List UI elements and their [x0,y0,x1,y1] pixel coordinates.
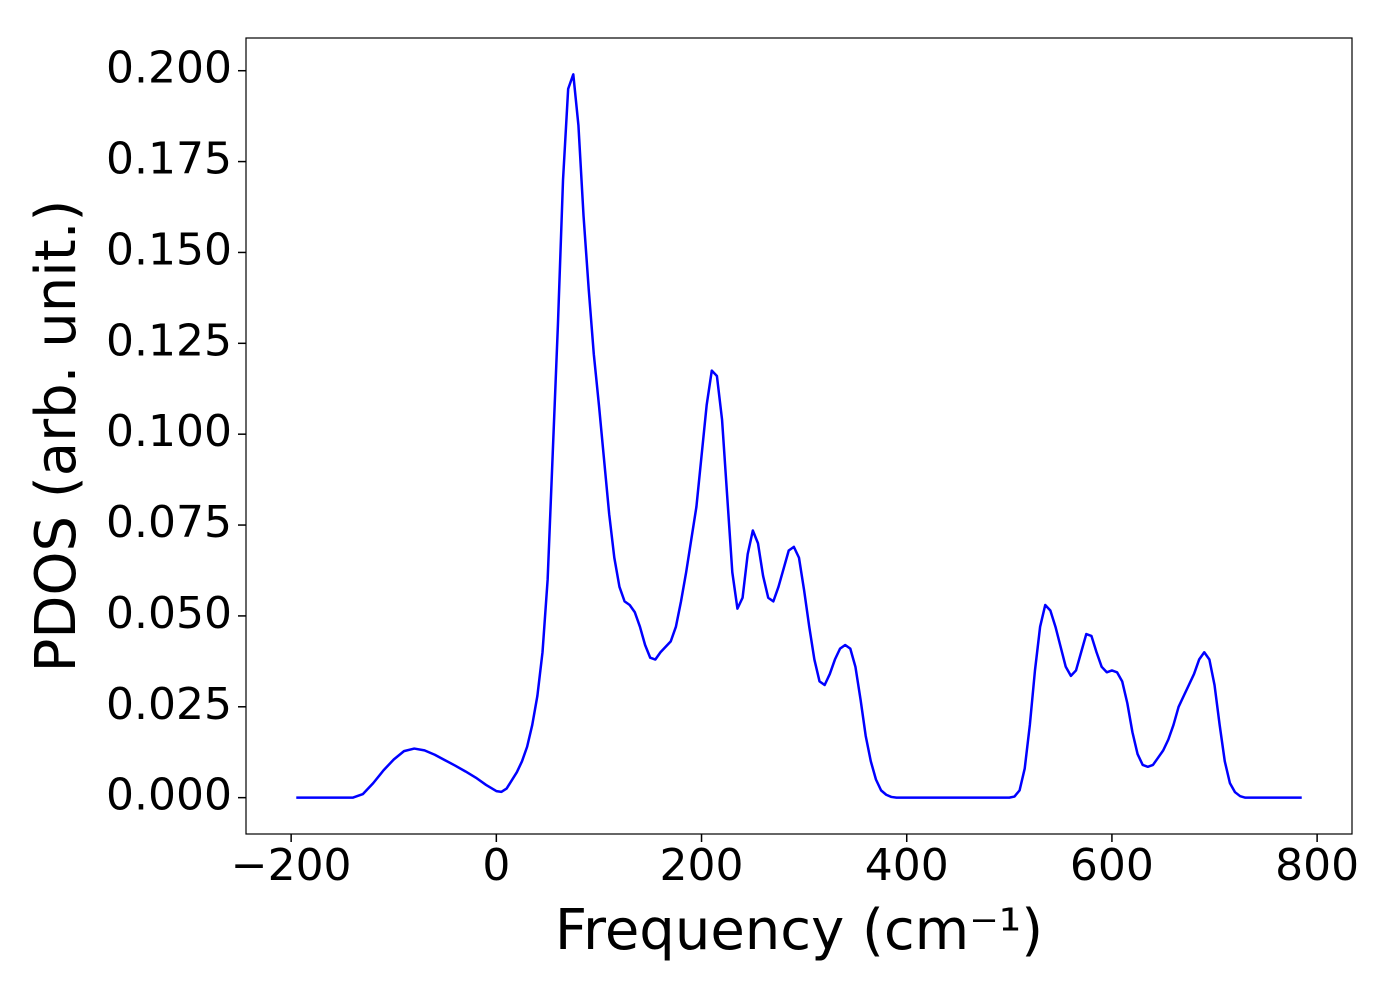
x-tick-label: 600 [1070,840,1154,891]
y-tick-label: 0.050 [106,588,232,639]
x-tick-label: −200 [231,840,352,891]
y-tick-label: 0.025 [106,679,232,730]
y-tick-label: 0.150 [106,224,232,275]
y-tick-label: 0.075 [106,497,232,548]
x-tick-label: 800 [1275,840,1359,891]
data-line [296,73,1302,799]
y-axis-label: PDOS (arb. unit.) [24,200,89,673]
x-tick-label: 200 [660,840,744,891]
y-tick-label: 0.125 [106,315,232,366]
x-axis-label: Frequency (cm⁻¹) [555,898,1043,963]
y-tick-label: 0.175 [106,134,232,185]
x-tick-label: 0 [482,840,510,891]
y-tick-label: 0.000 [106,770,232,821]
y-tick-label: 0.200 [106,43,232,94]
y-tick-label: 0.100 [106,406,232,457]
x-tick-label: 400 [865,840,949,891]
plot-frame [245,37,1353,835]
